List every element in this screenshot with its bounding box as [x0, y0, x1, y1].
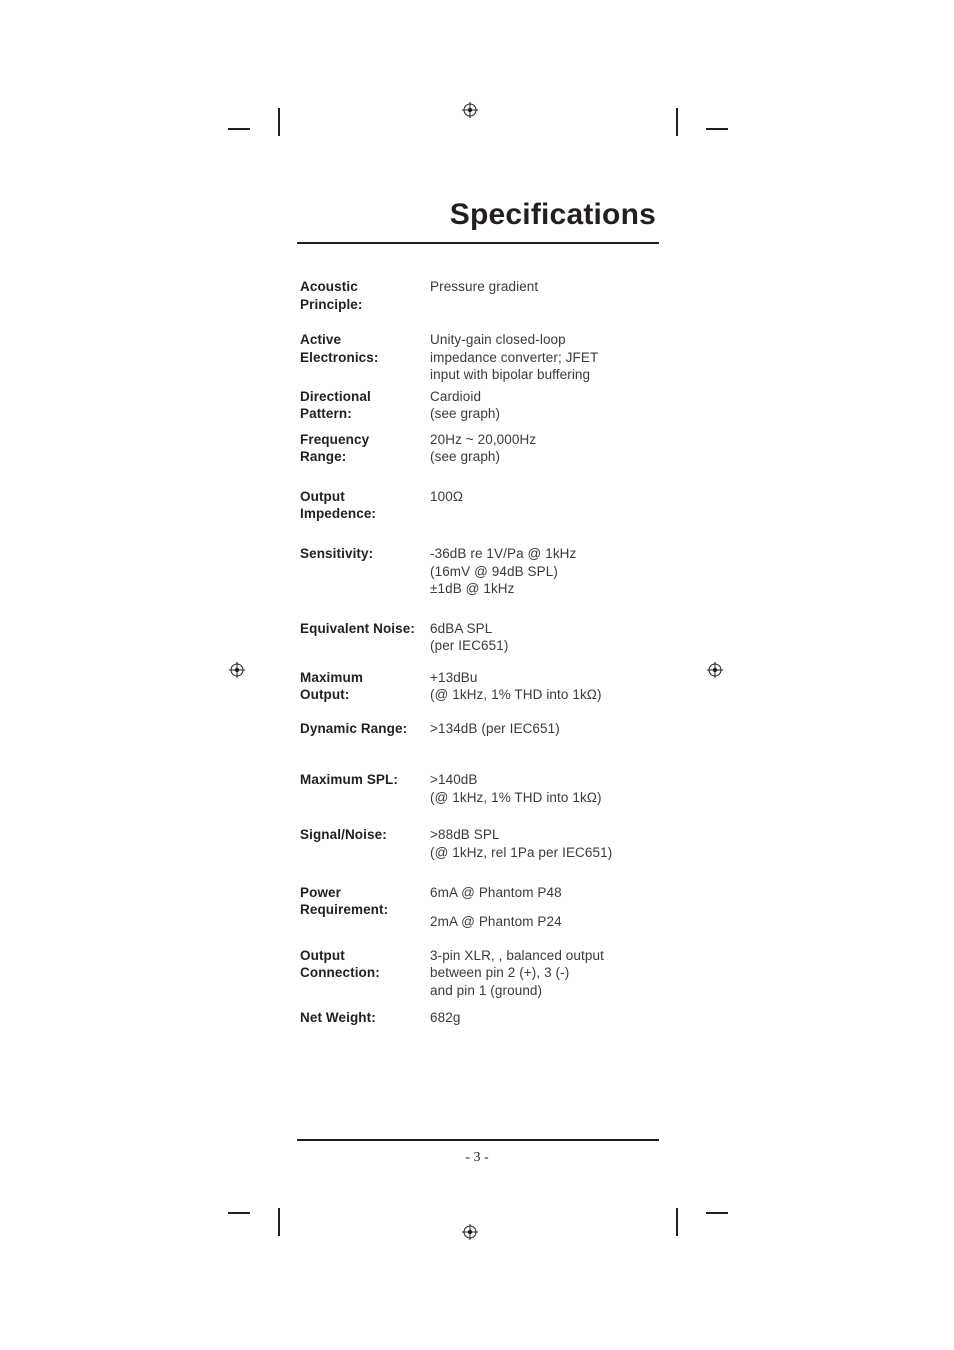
registration-mark-icon — [462, 102, 478, 118]
crop-mark — [676, 108, 678, 136]
crop-mark — [228, 1212, 250, 1214]
spec-label: FrequencyRange: — [300, 431, 430, 466]
crop-mark — [278, 108, 280, 136]
spec-value: >88dB SPL(@ 1kHz, rel 1Pa per IEC651) — [430, 826, 660, 861]
spec-row: Dynamic Range:>134dB (per IEC651) — [300, 720, 660, 738]
spec-row: Maximum SPL:>140dB(@ 1kHz, 1% THD into 1… — [300, 771, 660, 806]
crop-mark — [706, 128, 728, 130]
crop-mark — [676, 1208, 678, 1236]
spec-label: Equivalent Noise: — [300, 620, 430, 638]
footer-rule — [297, 1139, 659, 1141]
spec-row: OutputImpedence:100Ω — [300, 488, 660, 523]
spec-row: Sensitivity:-36dB re 1V/Pa @ 1kHz(16mV @… — [300, 545, 660, 598]
spec-value: Cardioid(see graph) — [430, 388, 660, 423]
spec-value: 6dBA SPL(per IEC651) — [430, 620, 660, 655]
spec-label: OutputImpedence: — [300, 488, 430, 523]
spec-label: Net Weight: — [300, 1009, 430, 1027]
spec-label: MaximumOutput: — [300, 669, 430, 704]
spec-row: MaximumOutput:+13dBu(@ 1kHz, 1% THD into… — [300, 669, 660, 704]
page-title: Specifications — [450, 198, 656, 232]
spec-value: >140dB(@ 1kHz, 1% THD into 1kΩ) — [430, 771, 660, 806]
spec-label: PowerRequirement: — [300, 884, 430, 919]
spec-table: AcousticPrinciple:Pressure gradient Activ… — [300, 278, 660, 1027]
spec-value: 20Hz ~ 20,000Hz(see graph) — [430, 431, 660, 466]
spec-label: Maximum SPL: — [300, 771, 430, 789]
crop-mark — [278, 1208, 280, 1236]
spec-value: 100Ω — [430, 488, 660, 506]
spec-value: -36dB re 1V/Pa @ 1kHz(16mV @ 94dB SPL)±1… — [430, 545, 660, 598]
spec-value: Unity-gain closed-loopimpedance converte… — [430, 331, 660, 384]
spec-value: >134dB (per IEC651) — [430, 720, 660, 738]
title-rule — [297, 242, 659, 244]
crop-mark — [228, 128, 250, 130]
spec-label: Signal/Noise: — [300, 826, 430, 844]
spec-label: AcousticPrinciple: — [300, 278, 430, 313]
spec-value: 682g — [430, 1009, 660, 1027]
registration-mark-icon — [229, 662, 245, 678]
spec-label: ActiveElectronics: — [300, 331, 430, 366]
spec-row: AcousticPrinciple:Pressure gradient — [300, 278, 660, 313]
page-number: - 3 - — [0, 1150, 954, 1166]
spec-row: Signal/Noise:>88dB SPL(@ 1kHz, rel 1Pa p… — [300, 826, 660, 861]
spec-row: FrequencyRange:20Hz ~ 20,000Hz(see graph… — [300, 431, 660, 466]
spec-value: 3-pin XLR, , balanced outputbetween pin … — [430, 947, 660, 1000]
spec-row: OutputConnection:3-pin XLR, , balanced o… — [300, 947, 660, 1000]
spec-value: +13dBu(@ 1kHz, 1% THD into 1kΩ) — [430, 669, 660, 704]
spec-row: Equivalent Noise:6dBA SPL(per IEC651) — [300, 620, 660, 655]
spec-row: ActiveElectronics:Unity-gain closed-loop… — [300, 331, 660, 384]
spec-value: Pressure gradient — [430, 278, 660, 296]
spec-label: Dynamic Range: — [300, 720, 430, 738]
registration-mark-icon — [707, 662, 723, 678]
spec-label: Sensitivity: — [300, 545, 430, 563]
crop-mark — [706, 1212, 728, 1214]
spec-value: 6mA @ Phantom P48 2mA @ Phantom P24 — [430, 884, 660, 931]
spec-label: DirectionalPattern: — [300, 388, 430, 423]
spec-row: Net Weight:682g — [300, 1009, 660, 1027]
spec-label: OutputConnection: — [300, 947, 430, 982]
spec-row: DirectionalPattern:Cardioid(see graph) — [300, 388, 660, 423]
spec-row: PowerRequirement:6mA @ Phantom P48 2mA @… — [300, 884, 660, 931]
page: Specifications AcousticPrinciple:Pressur… — [0, 0, 954, 1350]
registration-mark-icon — [462, 1224, 478, 1240]
